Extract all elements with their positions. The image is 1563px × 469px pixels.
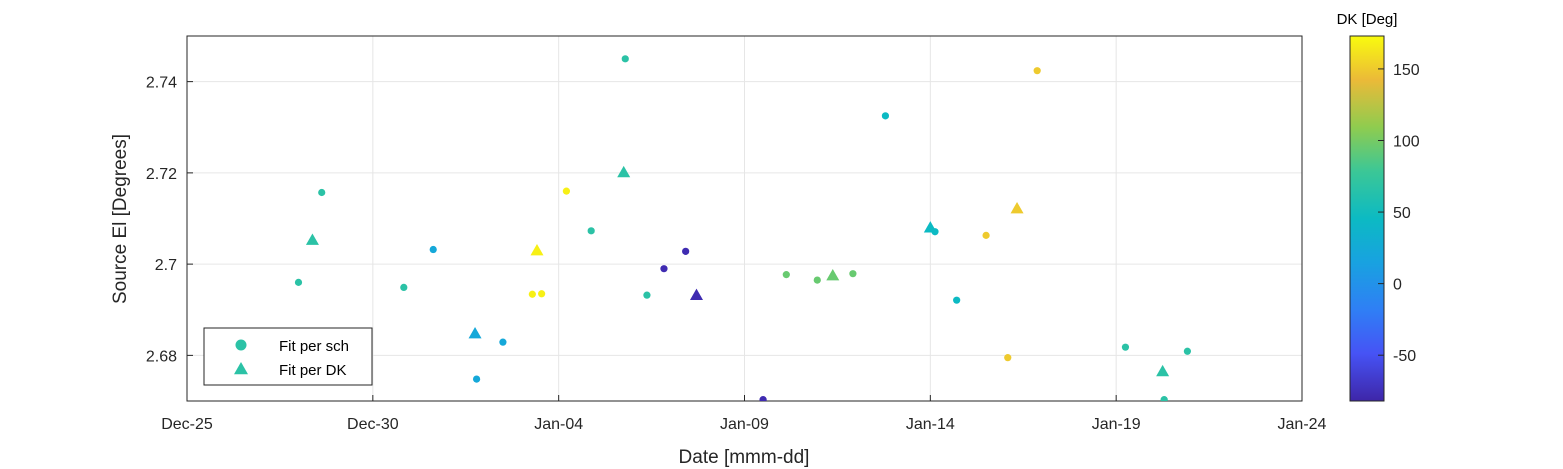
data-point-sch-11	[643, 291, 651, 299]
x-axis: Dec-25 Dec-30 Jan-04 Jan-09 Jan-14 Jan-19 Jan-…	[161, 395, 1327, 433]
legend-circle-marker	[235, 339, 247, 351]
colorbar-tick-label-100: 100	[1393, 133, 1420, 150]
data-point-sch-26	[1183, 347, 1192, 355]
legend-triangle-marker	[234, 362, 248, 375]
data-point-dk-3	[617, 165, 631, 178]
data-point-sch-5	[499, 338, 507, 346]
data-point-sch-0	[294, 278, 303, 286]
data-point-dk-2	[530, 243, 544, 256]
y-tick-label-2-74: 2.74	[146, 75, 177, 92]
data-point-sch-8	[562, 187, 571, 195]
data-point-dk-0	[305, 233, 319, 245]
data-point-sch-6	[528, 290, 536, 298]
data-point-sch-21	[982, 231, 990, 239]
y-tick-label-2-68: 2.68	[146, 348, 177, 365]
colorbar-tick-label-150: 150	[1393, 62, 1420, 79]
colorbar-title: DK [Deg]	[1337, 11, 1398, 28]
colorbar-tick-label-0: 0	[1393, 277, 1402, 294]
colorbar: -50 0 50 100 150 DK [Deg]	[1337, 11, 1420, 402]
data-point-dk-5	[826, 269, 840, 281]
data-point-sch-4	[472, 375, 481, 383]
x-tick-label-dec-25: Dec-25	[161, 416, 213, 433]
data-point-sch-23	[1033, 67, 1041, 75]
data-point-sch-9	[587, 227, 595, 235]
colorbar-ticks: -50 0 50 100 150	[1378, 62, 1420, 365]
data-point-sch-24	[1121, 343, 1130, 351]
x-tick-label-jan-09: Jan-09	[720, 416, 769, 433]
data-point-sch-10	[621, 55, 629, 63]
y-tick-label-2-7: 2.7	[155, 257, 177, 274]
x-tick-label-jan-04: Jan-04	[534, 416, 583, 433]
data-point-dk-8	[1156, 364, 1170, 377]
data-point-sch-20	[953, 296, 961, 304]
legend-markers	[234, 339, 248, 375]
data-point-sch-14	[759, 396, 767, 401]
data-point-sch-16	[813, 276, 821, 284]
data-points	[294, 55, 1192, 401]
x-axis-label: Date [mmm-dd]	[679, 447, 810, 468]
data-point-sch-7	[538, 290, 546, 298]
legend-box	[203, 327, 373, 386]
data-point-dk-7	[1010, 201, 1024, 214]
x-tick-label-jan-24: Jan-24	[1278, 416, 1327, 433]
legend-label-fit-per-sch: Fit per sch	[279, 338, 349, 355]
data-point-sch-13	[682, 247, 690, 255]
data-point-dk-6	[923, 221, 937, 233]
y-axis: 2.68 2.7 2.72 2.74	[146, 75, 193, 365]
y-axis-label: Source El [Degrees]	[110, 134, 131, 304]
data-point-sch-3	[429, 245, 437, 254]
data-point-sch-22	[1004, 354, 1012, 362]
data-point-sch-15	[782, 271, 790, 279]
data-point-sch-12	[660, 265, 668, 273]
x-tick-label-dec-30: Dec-30	[347, 416, 399, 433]
legend-label-fit-per-dk: Fit per DK	[279, 362, 347, 379]
data-point-sch-25	[1160, 396, 1168, 401]
x-tick-label-jan-19: Jan-19	[1092, 416, 1141, 433]
data-point-sch-2	[400, 283, 408, 291]
colorbar-tick-label-minus-50: -50	[1393, 348, 1416, 365]
data-point-sch-17	[849, 270, 857, 278]
data-point-sch-18	[881, 112, 890, 120]
grid-lines	[186, 36, 1303, 401]
colorbar-gradient	[1349, 35, 1385, 402]
data-point-sch-1	[318, 188, 326, 197]
legend[interactable]: Fit per sch Fit per DK	[203, 327, 373, 386]
x-tick-label-jan-14: Jan-14	[906, 416, 955, 433]
y-tick-label-2-72: 2.72	[146, 166, 177, 183]
data-point-dk-4	[689, 288, 703, 301]
colorbar-tick-label-50: 50	[1393, 205, 1411, 222]
data-point-dk-1	[468, 326, 482, 339]
